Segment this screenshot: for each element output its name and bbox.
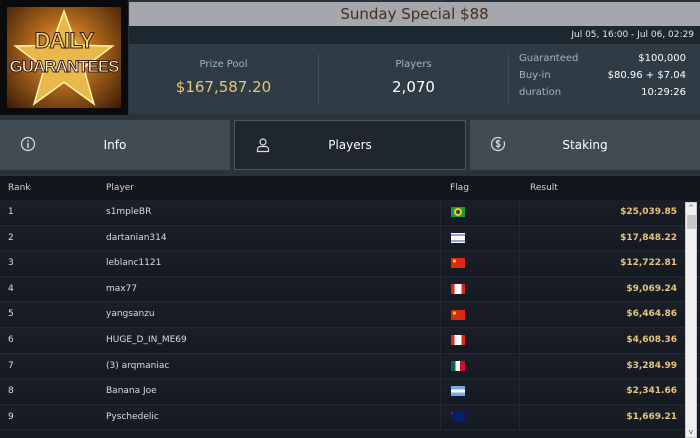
tab-bar: Info Players Staking [0, 120, 700, 170]
result: $1,669.21 [626, 411, 677, 422]
info-icon [20, 136, 36, 152]
result: $9,069.24 [626, 283, 677, 294]
result: $17,848.22 [620, 232, 677, 243]
header-result: Result [530, 183, 558, 193]
player-name: Banana Joe [106, 386, 157, 397]
flag-cell [440, 276, 520, 302]
flag-icon [451, 386, 465, 397]
flag-icon [451, 284, 465, 295]
tab-staking[interactable]: Staking [470, 120, 700, 170]
player-name: (3) arqmaniac [106, 360, 170, 371]
flag-cell [440, 200, 520, 225]
flag-icon [451, 360, 465, 371]
table-row[interactable]: 7 (3) arqmaniac $3,284.99 [0, 353, 700, 380]
players-value: 2,070 [392, 78, 435, 96]
table-row[interactable]: 9 Pyschedelic $1,669.21 [0, 404, 700, 431]
scroll-up-icon[interactable]: ^ [688, 204, 694, 212]
duration-label: duration [519, 87, 562, 98]
table-row[interactable]: 3 leblanc1121 $12,722.81 [0, 251, 700, 277]
flag-cell [440, 353, 520, 379]
rank: 3 [8, 258, 14, 269]
prize-pool-label: Prize Pool [199, 59, 248, 70]
scrollbar[interactable]: ^ v [685, 202, 697, 438]
rank: 5 [8, 309, 14, 320]
flag-icon [451, 335, 465, 346]
tab-staking-label: Staking [562, 138, 608, 152]
flag-icon [451, 207, 465, 218]
tournament-dates: Jul 05, 16:00 - Jul 06, 02:29 [129, 26, 700, 44]
flag-icon [451, 309, 465, 320]
tournament-logo: DAILY GUARANTEES [0, 0, 128, 115]
tab-info[interactable]: Info [0, 120, 230, 170]
player-name: HUGE_D_IN_ME69 [106, 334, 187, 345]
dollar-circle-icon [490, 136, 506, 152]
result: $6,464.86 [626, 309, 677, 320]
rank: 6 [8, 334, 14, 345]
players-label: Players [395, 59, 432, 70]
scrollbar-thumb[interactable] [687, 215, 696, 229]
table-row[interactable]: 4 max77 $9,069.24 [0, 276, 700, 303]
rank: 1 [8, 207, 14, 217]
prize-pool: Prize Pool $167,587.20 [129, 54, 319, 104]
tab-info-label: Info [103, 138, 127, 152]
players-count: Players 2,070 [319, 54, 509, 104]
header-player: Player [106, 183, 135, 193]
tab-players[interactable]: Players [234, 120, 466, 170]
rank: 7 [8, 360, 14, 371]
player-name: max77 [106, 283, 138, 294]
table-row[interactable]: 5 yangsanzu $6,464.86 [0, 302, 700, 328]
table-row[interactable]: 8 Banana Joe $2,341.66 [0, 379, 700, 405]
stats-panel: Prize Pool $167,587.20 Players 2,070 Gua… [129, 44, 700, 114]
logo-text-2: GUARANTEES [9, 57, 120, 77]
result: $25,039.85 [620, 207, 677, 217]
duration-value: 10:29:26 [641, 87, 686, 98]
players-table: Rank Player Flag Result 1 s1mpleBR $25,0… [0, 176, 700, 438]
player-name: s1mpleBR [106, 207, 152, 217]
flag-cell [440, 379, 520, 404]
flag-icon [451, 258, 465, 269]
star-icon [13, 9, 115, 106]
user-icon [256, 138, 270, 153]
header-rank: Rank [8, 183, 31, 193]
player-name: dartanian314 [106, 232, 167, 243]
flag-cell [440, 327, 520, 353]
flag-cell [440, 251, 520, 276]
player-name: Pyschedelic [106, 411, 159, 422]
guaranteed-value: $100,000 [638, 53, 686, 64]
flag-cell [440, 404, 520, 430]
result: $2,341.66 [626, 386, 677, 397]
guaranteed-label: Guaranteed [519, 53, 579, 64]
rank: 2 [8, 232, 14, 243]
tab-players-label: Players [328, 138, 372, 152]
flag-cell [440, 302, 520, 327]
player-name: leblanc1121 [106, 258, 162, 269]
player-name: yangsanzu [106, 309, 155, 320]
table-header: Rank Player Flag Result [0, 176, 700, 200]
prize-pool-value: $167,587.20 [175, 78, 272, 96]
buyin-value: $80.96 + $7.04 [607, 70, 686, 81]
flag-cell [440, 225, 520, 251]
table-row[interactable]: 6 HUGE_D_IN_ME69 $4,608.36 [0, 327, 700, 354]
flag-icon [451, 412, 465, 423]
result: $3,284.99 [626, 360, 677, 371]
rank: 9 [8, 411, 14, 422]
flag-icon [451, 232, 465, 243]
logo-text-1: DAILY [34, 28, 95, 53]
tournament-details: Guaranteed $100,000 Buy-in $80.96 + $7.04 … [509, 44, 700, 114]
header-flag: Flag [450, 183, 469, 193]
tournament-title: Sunday Special $88 [129, 2, 700, 26]
rank: 4 [8, 283, 14, 294]
table-row[interactable]: 1 s1mpleBR $25,039.85 [0, 200, 700, 226]
scroll-down-icon[interactable]: v [688, 428, 694, 436]
result: $4,608.36 [626, 334, 677, 345]
result: $12,722.81 [620, 258, 677, 269]
rank: 8 [8, 386, 14, 397]
table-row[interactable]: 2 dartanian314 $17,848.22 [0, 225, 700, 252]
buyin-label: Buy-in [519, 70, 551, 81]
